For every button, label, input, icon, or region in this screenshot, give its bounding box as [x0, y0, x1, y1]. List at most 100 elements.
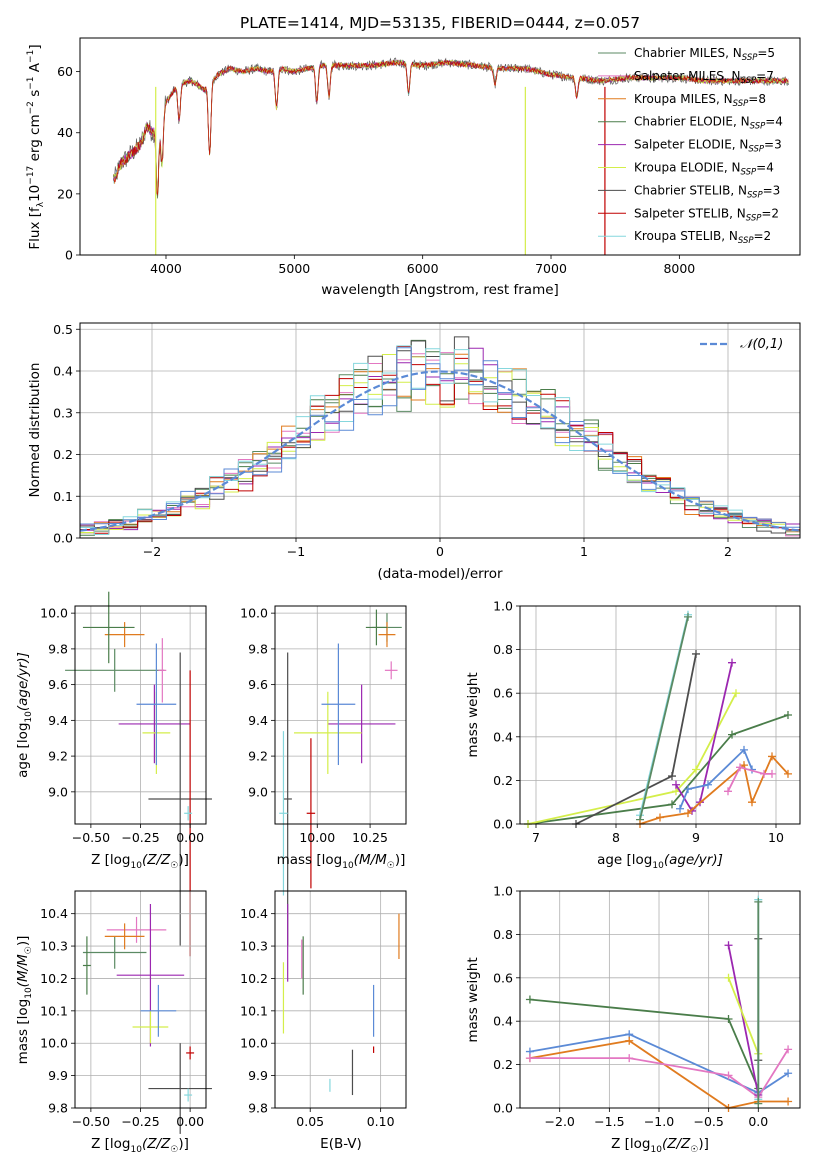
marker-plus — [728, 658, 736, 667]
y-tick-label: 20 — [57, 186, 73, 201]
mass-vs-ebv-xlabel: E(B-V) — [320, 1136, 362, 1152]
x-tick-label: 9 — [692, 830, 700, 845]
marker-plus — [625, 1054, 634, 1063]
y-tick-label: 9.6 — [248, 677, 268, 692]
x-tick-label: −1.0 — [644, 1114, 674, 1129]
spectrum-panel: 4000 5000 6000 7000 8000 0 20 40 60 wavelength [… — [26, 37, 801, 298]
x-tick-label: 7000 — [535, 261, 567, 276]
marker-plus — [684, 809, 692, 818]
x-tick-label: 5000 — [278, 261, 310, 276]
marker-plus — [724, 1071, 733, 1080]
spectrum-lines — [113, 57, 789, 255]
x-tick-label: 4000 — [150, 261, 182, 276]
x-tick-label: −0.50 — [72, 1114, 110, 1129]
residual-histogram — [80, 347, 800, 528]
y-tick-label: 10.0 — [240, 606, 268, 621]
y-tick-label: 0.1 — [53, 489, 73, 504]
legend-label: Chabrier ELODIE, NSSP=4 — [634, 115, 783, 132]
massweight-vs-age-xlabel: age [log10(age/yr)] — [597, 852, 723, 871]
marker-plus — [754, 897, 763, 906]
y-tick-label: 10.4 — [40, 906, 68, 921]
age-vs-z-ylabel: age [log10(age/yr)] — [15, 652, 34, 778]
marker-plus — [736, 763, 744, 772]
x-tick-label: 0.05 — [296, 1114, 324, 1129]
x-tick-label: −0.5 — [693, 1114, 723, 1129]
y-tick-label: 0.6 — [493, 970, 513, 985]
y-tick-label: 0.8 — [493, 927, 513, 942]
mass-weight-line — [527, 692, 737, 825]
marker-plus — [768, 752, 776, 761]
y-tick-label: 0.6 — [493, 686, 513, 701]
marker-plus — [724, 973, 733, 982]
x-tick-label: 2 — [724, 544, 732, 559]
marker-plus — [625, 1036, 634, 1045]
legend-label: Kroupa MILES, NSSP=8 — [634, 92, 766, 109]
y-tick-label: 0.3 — [53, 405, 73, 420]
marker-plus — [784, 1069, 793, 1078]
x-tick-label: 10 — [768, 830, 784, 845]
legend-label: Salpeter MILES, NSSP=7 — [634, 69, 774, 86]
marker-plus — [740, 745, 748, 754]
y-tick-label: 10.2 — [240, 971, 268, 986]
y-tick-label: 60 — [57, 64, 73, 79]
y-tick-label: 1.0 — [493, 599, 513, 614]
marker-plus — [672, 780, 680, 789]
massweight-vs-age-panel: 7 8 9 10 0.0 0.2 0.4 0.6 0.8 1.0 age [log10(age/y… — [465, 599, 801, 871]
x-tick-label: 1 — [580, 544, 588, 559]
marker-plus — [768, 769, 776, 778]
marker-plus — [684, 612, 692, 621]
x-tick-label: −2.0 — [545, 1114, 575, 1129]
marker-plus — [668, 800, 676, 809]
marker-plus — [784, 711, 792, 719]
x-tick-label: 6000 — [407, 261, 439, 276]
normal-curve-legend-label: 𝒩(0,1) — [740, 337, 783, 352]
y-tick-label: 0.0 — [53, 531, 73, 546]
marker-plus — [760, 769, 768, 778]
legend-label: Kroupa ELODIE, NSSP=4 — [634, 161, 774, 178]
age-vs-mass-panel: 10.00 10.25 9.0 9.2 9.4 9.6 9.8 10.0 mass [log1… — [240, 605, 407, 946]
y-tick-label: 9.8 — [48, 1101, 68, 1116]
spectrum-line — [113, 59, 789, 196]
mass-weight-line — [727, 977, 760, 1055]
y-tick-label: 0.4 — [493, 1014, 513, 1029]
mass-weight-line — [529, 1033, 789, 1094]
age-vs-z-xlabel: Z [log10(Z/Z☉)] — [91, 852, 189, 871]
marker-plus — [724, 1015, 733, 1024]
y-tick-label: 1.0 — [493, 884, 513, 899]
x-tick-label: −1 — [287, 544, 305, 559]
marker-plus — [656, 813, 664, 822]
legend-label: Chabrier STELIB, NSSP=3 — [634, 183, 780, 200]
marker-plus — [754, 1099, 763, 1108]
residuals-histograms — [79, 336, 801, 537]
x-tick-label: −0.25 — [121, 830, 159, 845]
spectrum-axes: 4000 5000 6000 7000 8000 0 20 40 60 — [57, 64, 695, 276]
marker-plus — [684, 785, 692, 794]
y-tick-label: 10.4 — [240, 906, 268, 921]
x-tick-label: 10.00 — [299, 830, 335, 845]
residuals-legend: 𝒩(0,1) — [700, 337, 783, 352]
age-vs-mass-xlabel: mass [log10(M/M☉)] — [277, 852, 406, 871]
residuals-axes: −2 −1 0 1 2 0.0 0.1 0.2 0.3 0.4 0.5 — [53, 322, 732, 559]
y-tick-label: 0 — [65, 248, 73, 263]
y-tick-label: 10.0 — [40, 606, 68, 621]
figure-title: PLATE=1414, MJD=53135, FIBERID=0444, z=0… — [240, 14, 640, 32]
normal-curve — [79, 370, 801, 532]
y-tick-label: 10.2 — [40, 971, 68, 986]
y-tick-label: 9.2 — [48, 749, 68, 764]
y-tick-label: 9.9 — [248, 1068, 268, 1083]
y-tick-label: 0.2 — [493, 1057, 513, 1072]
x-tick-label: 0.0 — [748, 1114, 768, 1129]
y-tick-label: 0.2 — [493, 773, 513, 788]
y-tick-label: 10.3 — [240, 939, 268, 954]
y-tick-label: 0.4 — [493, 729, 513, 744]
y-tick-label: 9.8 — [48, 641, 68, 656]
legend-label: Kroupa STELIB, NSSP=2 — [634, 229, 771, 246]
y-tick-label: 9.6 — [48, 677, 68, 692]
mass-weight-line — [527, 714, 789, 825]
x-tick-label: 8 — [612, 830, 620, 845]
y-tick-label: 9.4 — [48, 713, 68, 728]
y-tick-label: 0.0 — [493, 817, 513, 832]
y-tick-label: 9.8 — [248, 641, 268, 656]
y-tick-label: 9.8 — [248, 1101, 268, 1116]
